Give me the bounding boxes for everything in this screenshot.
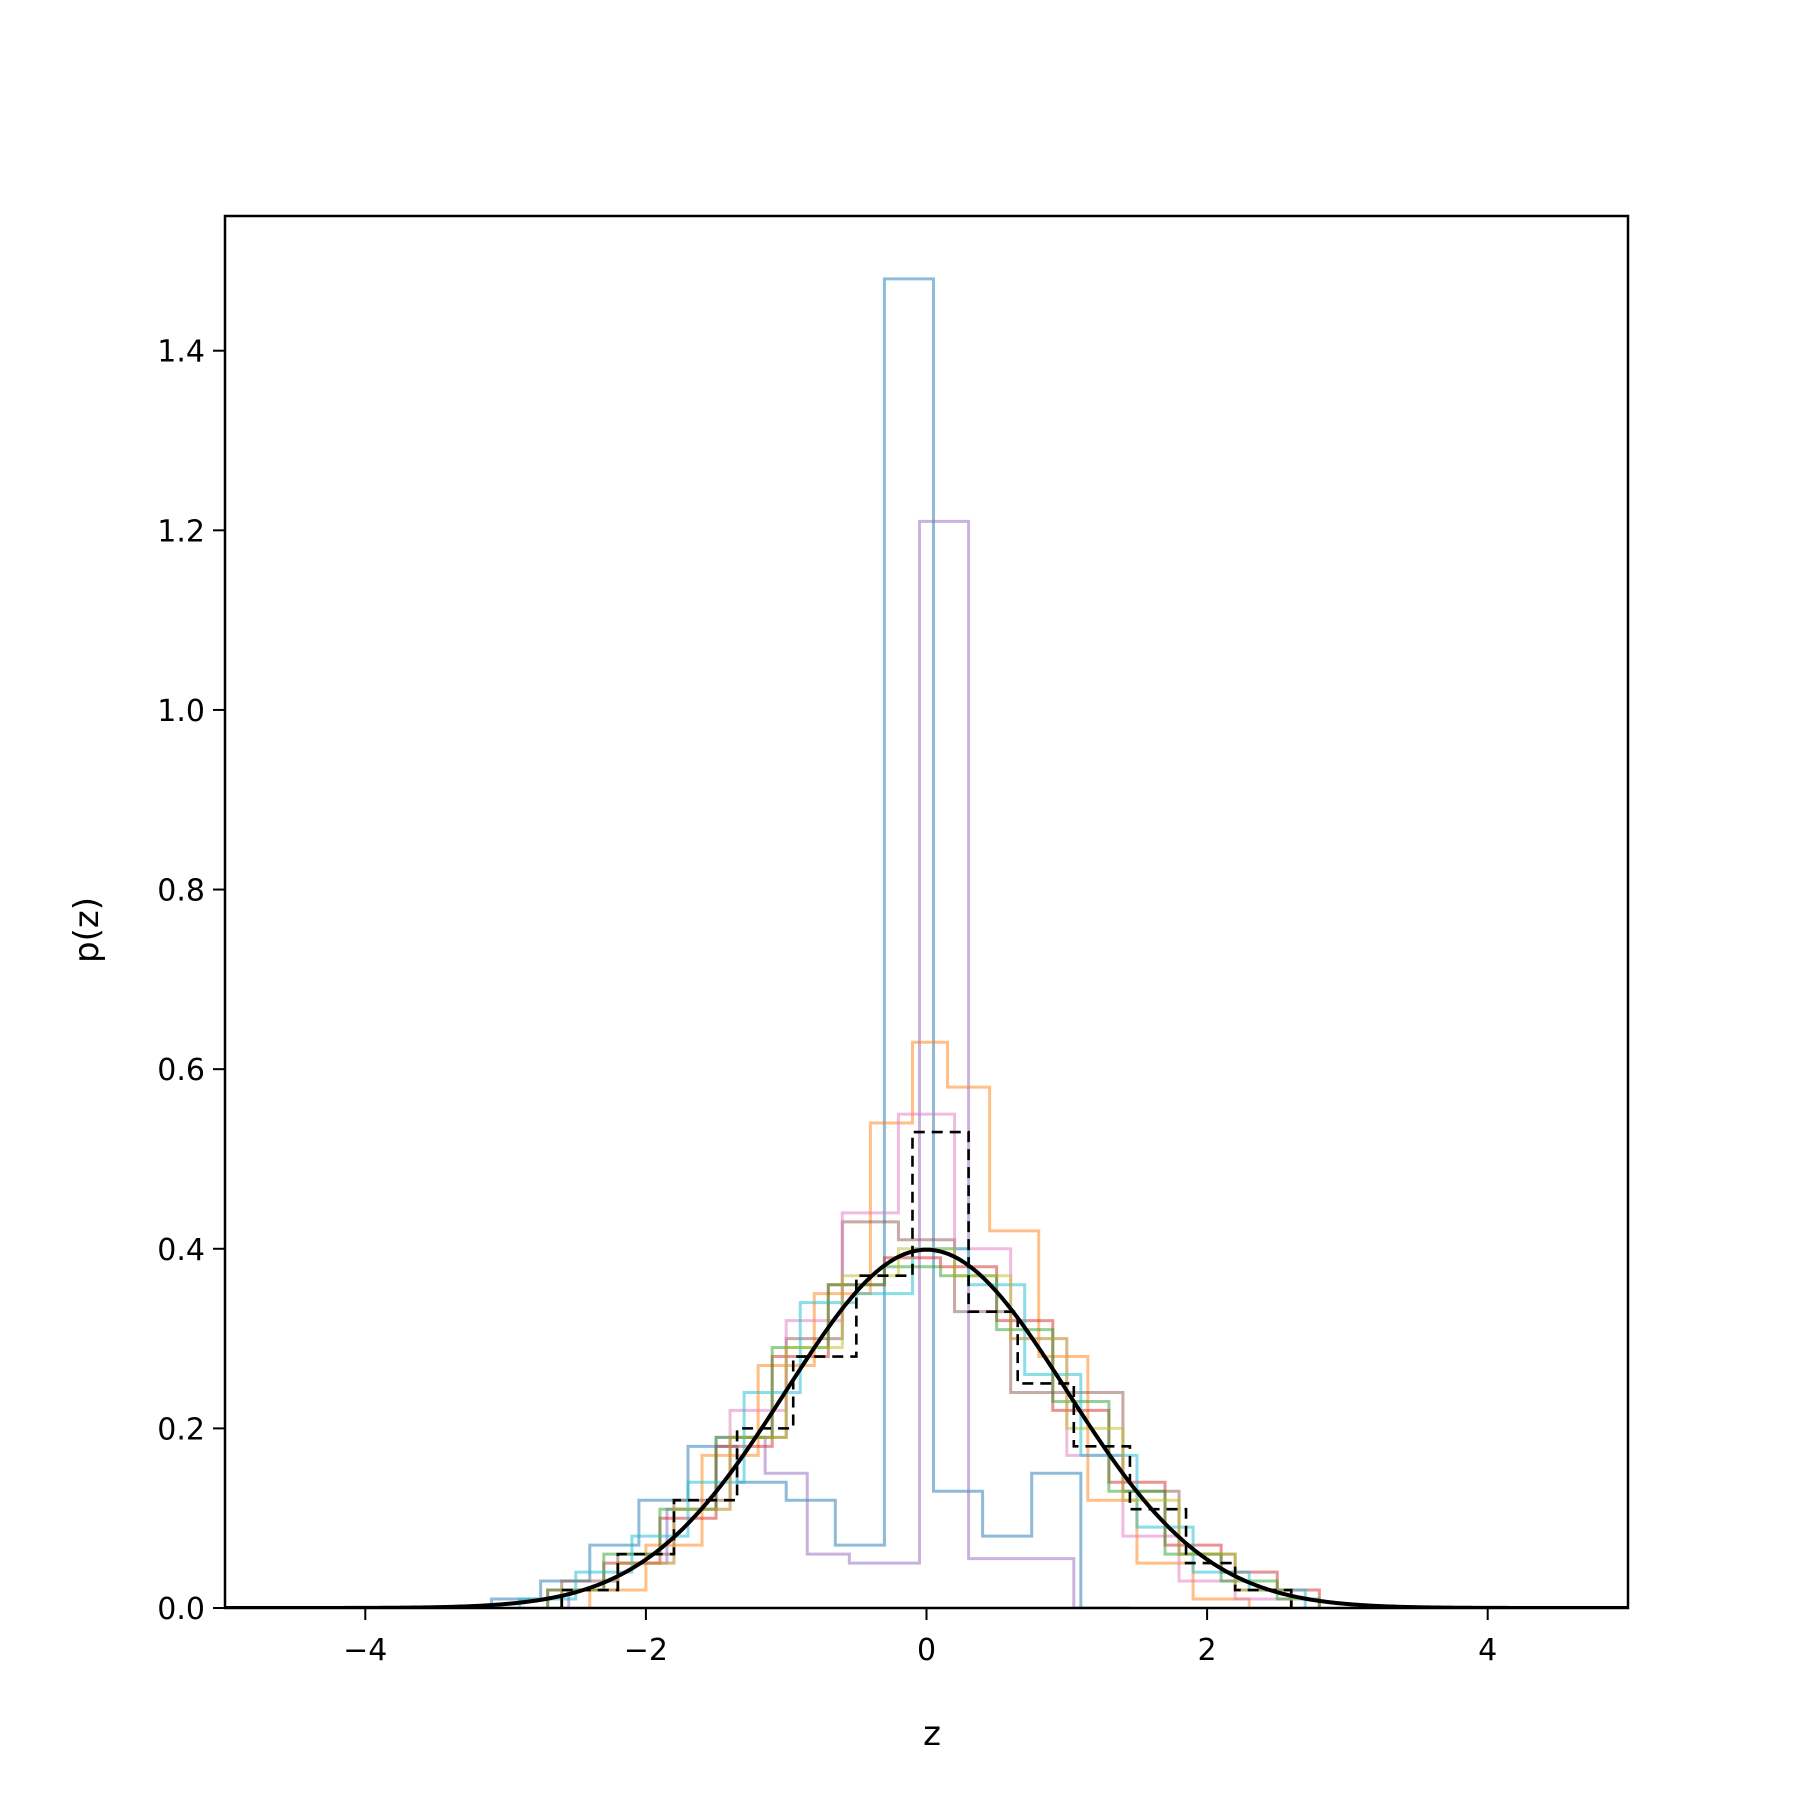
y-tick-label: 0.4 [157, 1233, 205, 1268]
histogram-series-4 [560, 1220, 1293, 1608]
histogram-series-5 [560, 1112, 1293, 1608]
y-tick-label: 0.2 [157, 1412, 205, 1447]
y-tick-label: 1.2 [157, 514, 205, 549]
plot-frame [223, 214, 1630, 1610]
histogram-series-7 [546, 1265, 1321, 1608]
pdf-curve [225, 1247, 1628, 1608]
y-tick-label: 0.0 [157, 1592, 205, 1627]
x-tick-label: −4 [343, 1633, 387, 1668]
y-tick-label: 0.8 [157, 874, 205, 909]
axes: −4 −2 0 2 4 0.0 0.2 0.4 0.6 0.8 1.0 1.2 1.4 [157, 214, 1630, 1668]
histogram-series-2 [567, 519, 1130, 1608]
x-tick-label: −2 [624, 1633, 668, 1668]
y-tick-label: 1.0 [157, 694, 205, 729]
x-tick-label: 0 [917, 1633, 936, 1668]
plot-area [225, 277, 1628, 1608]
y-tick-label: 0.6 [157, 1053, 205, 1088]
histogram-series-1 [490, 277, 1083, 1608]
x-axis-label: z [923, 1714, 941, 1754]
x-tick-label: 2 [1198, 1633, 1217, 1668]
y-tick-label: 1.4 [157, 335, 205, 370]
x-tick-label: 4 [1478, 1633, 1497, 1668]
reference-histogram [560, 1130, 1293, 1608]
y-axis-label: p(z) [67, 897, 107, 963]
